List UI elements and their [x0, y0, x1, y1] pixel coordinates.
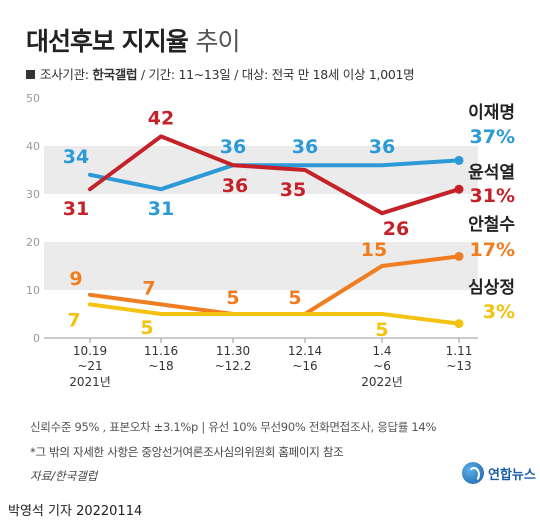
data-label: 36	[292, 136, 318, 158]
background-band-0	[44, 242, 478, 290]
data-label: 26	[383, 218, 409, 240]
y-tick-label: 30	[26, 188, 40, 201]
x-tick-label: ~12.2	[215, 359, 252, 373]
series-final-value: 17%	[470, 239, 515, 261]
data-label: 7	[67, 309, 80, 331]
survey-info: 조사기관: 한국갤럽 / 기간: 11~13일 / 대상: 전국 만 18세 이…	[26, 64, 415, 83]
yonhap-logo-icon	[462, 462, 484, 484]
y-tick-label: 40	[26, 140, 40, 153]
series-name-label: 심상정	[468, 278, 515, 298]
chart-area: 0 10 20 30 40 50 10.19 ~21 11.16 ~18 11.30 ~12.2 12.…	[0, 88, 540, 408]
y-tick-label: 50	[26, 92, 40, 105]
data-label: 36	[220, 136, 246, 158]
x-tick-label: 1.4	[372, 344, 391, 358]
title-suffix: 추이	[195, 27, 240, 56]
background-band-1	[44, 146, 478, 194]
data-label: 36	[369, 136, 395, 158]
data-label: 34	[63, 146, 89, 168]
data-label: 42	[148, 107, 174, 129]
data-point	[454, 184, 464, 194]
yonhap-logo: 연합뉴스	[462, 462, 536, 484]
x-tick-label: 10.19	[73, 344, 107, 358]
survey-method-note: 신뢰수준 95% , 표본오차 ±3.1%p | 유선 10% 무선90% 전화…	[30, 420, 437, 434]
data-label: 5	[375, 319, 388, 341]
data-label: 35	[280, 179, 306, 201]
data-label: 5	[226, 287, 239, 309]
y-tick-label: 10	[26, 284, 40, 297]
series-name-label: 이재명	[468, 103, 515, 123]
data-label: 31	[148, 198, 174, 220]
x-tick-label: ~18	[148, 359, 173, 373]
series-final-value: 37%	[470, 126, 515, 148]
data-label: 5	[288, 287, 301, 309]
series-name-label: 안철수	[468, 215, 515, 235]
byline: 박영석 기자 20220114	[8, 504, 143, 519]
series-line	[88, 158, 461, 192]
x-tick-label: ~13	[446, 359, 471, 373]
y-tick-label: 0	[33, 332, 40, 345]
x-tick-label: 1.11	[446, 344, 473, 358]
series-name-label: 윤석열	[468, 163, 515, 183]
info-org: 한국갤럽	[92, 67, 138, 82]
x-tick-label: 11.30	[216, 344, 250, 358]
x-tick-label: 11.16	[144, 344, 178, 358]
data-label: 5	[140, 317, 153, 339]
x-tick-label: ~21	[77, 359, 102, 373]
y-tick-label: 20	[26, 236, 40, 249]
data-label: 7	[142, 277, 155, 299]
data-point	[454, 155, 464, 165]
chart-title: 대선후보 지지율 추이	[26, 22, 240, 58]
info-rest: / 기간: 11~13일 / 대상: 전국 만 18세 이상 1,001명	[137, 67, 415, 82]
series-final-value: 31%	[470, 185, 515, 207]
data-label: 36	[222, 175, 248, 197]
logo-text: 연합뉴스	[488, 467, 536, 483]
x-group-label: 2021년	[69, 375, 111, 389]
data-label: 15	[361, 239, 387, 261]
x-tick-label: ~6	[373, 359, 391, 373]
title-main: 대선후보 지지율	[26, 27, 189, 56]
info-prefix: 조사기관:	[40, 67, 93, 82]
reference-note: *그 밖의 자세한 사항은 중앙선거여론조사심의위원회 홈페이지 참조	[30, 445, 344, 459]
square-bullet-icon	[26, 70, 35, 79]
data-point	[454, 251, 464, 261]
data-label: 31	[63, 198, 89, 220]
data-label: 9	[69, 268, 82, 290]
data-point	[454, 319, 464, 329]
line-chart: 0 10 20 30 40 50 10.19~21 11.16~18 11.30~12.2 12.…	[26, 92, 515, 389]
source-note: 자료/한국갤럽	[30, 469, 98, 483]
series-line	[88, 302, 461, 326]
series-line	[88, 134, 461, 216]
x-tick-label: ~16	[292, 359, 317, 373]
x-group-label: 2022년	[361, 375, 403, 389]
x-tick-label: 12.14	[288, 344, 322, 358]
series-final-value: 3%	[483, 301, 515, 323]
